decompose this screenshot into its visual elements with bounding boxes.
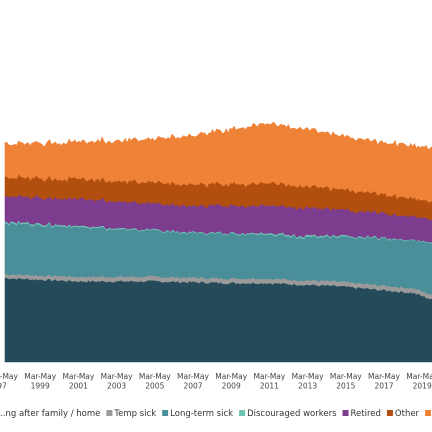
- legend-label: Retired: [351, 409, 381, 419]
- x-tick-label: Mar-May 2017: [368, 372, 400, 391]
- legend-item: Retired: [342, 409, 381, 419]
- x-tick-label: Mar-May 2003: [101, 372, 133, 391]
- x-tick-label: Mar-May 2015: [330, 372, 362, 391]
- legend-item: …ng after family / home: [0, 409, 100, 419]
- legend-label: Temp sick: [113, 409, 156, 419]
- x-tick-label: Mar-May 2013: [292, 372, 324, 391]
- legend-item: Discouraged workers: [239, 409, 337, 419]
- legend-label: Discouraged workers: [247, 409, 337, 419]
- legend-label: …ng after family / home: [0, 409, 100, 419]
- x-tick-label: Mar-May 1999: [24, 372, 56, 391]
- area-series-6: [4, 122, 432, 203]
- legend-item: Stu…: [425, 410, 432, 416]
- legend-swatch: [106, 410, 113, 416]
- plot-areas: [4, 122, 432, 363]
- legend-swatch: [342, 410, 349, 416]
- x-tick-label: Mar-May 2005: [139, 372, 171, 391]
- legend-item: Other: [386, 409, 420, 419]
- legend-swatch: [239, 410, 246, 416]
- x-tick-label: Mar-May 2009: [215, 372, 247, 391]
- legend-swatch: [162, 410, 169, 416]
- x-tick-label: Mar-May 2007: [177, 372, 209, 391]
- x-tick-label: Mar-May2019: [406, 372, 432, 391]
- legend-item: Long-term sick: [162, 409, 233, 419]
- legend-item: Temp sick: [106, 409, 156, 419]
- legend-swatch: [386, 410, 393, 416]
- legend-label: Other: [395, 409, 420, 419]
- legend-label: Long-term sick: [170, 409, 233, 419]
- x-tick-label: Mar-May97: [0, 372, 18, 391]
- legend: …ng after family / home Temp sick Long-ter…: [0, 409, 432, 419]
- x-tick-label: Mar-May 2011: [253, 372, 285, 391]
- legend-swatch: [425, 410, 432, 416]
- area-series-0: [4, 277, 432, 363]
- x-tick-label: Mar-May 2001: [62, 372, 94, 391]
